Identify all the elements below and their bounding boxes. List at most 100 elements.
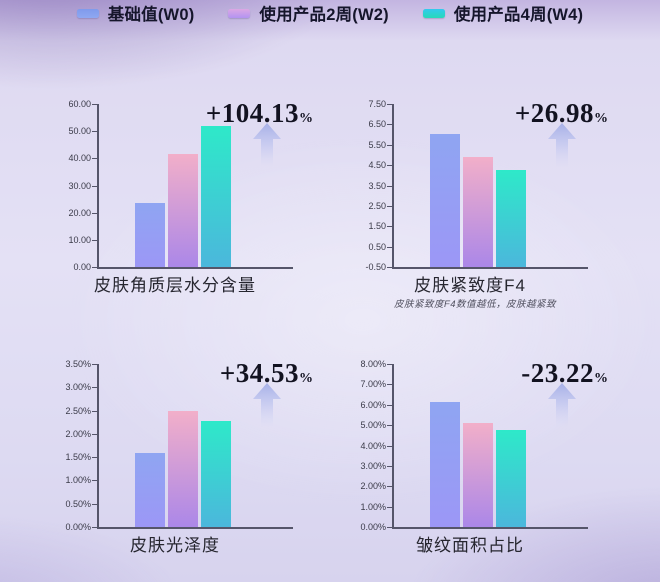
chart-wrinkle-area: 8.00% 7.00% 6.00% 5.00% 4.00% 3.00% 2.00% 1.00%… — [330, 352, 620, 582]
y-tick-label: 3.00% — [360, 460, 386, 471]
y-tick-mark — [92, 104, 97, 105]
y-tick-mark — [92, 185, 97, 187]
y-tick-mark — [92, 267, 97, 268]
y-tick-label: 3.50% — [65, 359, 91, 369]
y-tick-label: 2.50 — [368, 200, 386, 211]
x-axis-line — [392, 527, 588, 529]
bar-w0 — [430, 401, 460, 527]
legend-label-w0: 基础值(W0) — [107, 6, 195, 24]
percent-sign: % — [594, 111, 608, 126]
y-tick-label: 30.00 — [68, 180, 91, 191]
bar-w4 — [496, 429, 526, 527]
y-tick-mark — [387, 267, 392, 268]
x-axis-line — [97, 267, 293, 269]
y-tick-label: 6.50 — [368, 119, 386, 130]
y-tick-mark — [92, 410, 97, 412]
chart-moisture: 60.00 50.00 40.00 30.00 20.00 10.00 0.00 +104.… — [35, 92, 325, 327]
up-arrow-icon — [546, 123, 578, 172]
y-tick-mark — [387, 185, 392, 187]
y-tick-label: 8.00% — [360, 359, 386, 369]
bar-w4 — [201, 126, 231, 267]
legend: 基础值(W0) 使用产品2周(W2) 使用产品4周(W4) — [0, 0, 660, 26]
bar-w2 — [463, 156, 493, 267]
y-tick-mark — [387, 404, 392, 406]
y-tick-mark — [387, 384, 392, 386]
x-axis-line — [392, 267, 588, 269]
y-tick-mark — [387, 205, 392, 207]
y-tick-mark — [92, 239, 97, 241]
y-tick-label: 1.50 — [368, 221, 386, 232]
y-tick-label: -0.50 — [365, 262, 386, 272]
y-tick-label: 5.50 — [368, 139, 386, 150]
y-tick-mark — [387, 165, 392, 167]
change-annotation: +26.98% — [515, 98, 608, 129]
y-tick-mark — [92, 387, 97, 389]
y-tick-label: 50.00 — [68, 126, 91, 137]
y-tick-label: 5.00% — [360, 420, 386, 431]
y-tick-label: 4.50 — [368, 160, 386, 171]
chart-title: 皮肤光泽度 — [130, 536, 220, 555]
y-tick-mark — [387, 246, 392, 248]
bar-w0 — [135, 203, 165, 267]
y-tick-mark — [92, 212, 97, 214]
y-tick-label: 6.00% — [360, 399, 386, 410]
y-tick-mark — [387, 124, 392, 126]
legend-item-w4: 使用产品4周(W4) — [422, 1, 584, 25]
y-tick-label: 3.50 — [368, 180, 386, 191]
bar-w4 — [201, 420, 231, 527]
bar-w0 — [135, 453, 165, 527]
y-tick-label: 2.00% — [65, 428, 91, 439]
bar-w2 — [463, 423, 493, 527]
bar-w0 — [430, 133, 460, 267]
change-annotation: +34.53% — [220, 358, 313, 389]
change-value: -23.22 — [521, 358, 594, 388]
y-tick-mark — [92, 457, 97, 459]
y-tick-label: 1.50% — [65, 452, 91, 463]
y-axis-line — [97, 364, 99, 528]
y-tick-label: 10.00 — [68, 234, 91, 245]
chart-firmness: 7.50 6.50 5.50 4.50 3.50 2.50 1.50 0.50 -0.50 +2… — [330, 92, 620, 327]
y-tick-mark — [387, 226, 392, 228]
legend-label-w2: 使用产品2周(W2) — [259, 6, 389, 24]
y-tick-mark — [92, 480, 97, 482]
chart-subtitle: 皮肤紧致度F4数值越低，皮肤越紧致 — [393, 299, 557, 310]
y-tick-label: 7.50 — [368, 99, 386, 109]
y-tick-label: 0.00 — [73, 262, 91, 272]
y-tick-mark — [92, 364, 97, 365]
y-tick-mark — [387, 465, 392, 467]
change-annotation: -23.22% — [521, 358, 608, 389]
change-value: +34.53 — [219, 358, 299, 388]
chart-title: 皮肤角质层水分含量 — [94, 276, 256, 295]
y-tick-label: 3.00% — [65, 382, 91, 393]
up-arrow-icon — [251, 123, 283, 172]
y-tick-label: 1.00% — [360, 501, 386, 512]
y-tick-mark — [387, 144, 392, 146]
y-tick-mark — [387, 364, 392, 365]
chart-title: 皱纹面积占比 — [416, 536, 524, 555]
y-axis-line — [97, 104, 99, 268]
y-tick-label: 1.00% — [65, 475, 91, 486]
y-tick-mark — [387, 425, 392, 427]
y-tick-label: 20.00 — [68, 207, 91, 218]
y-tick-mark — [387, 527, 392, 528]
y-tick-mark — [387, 486, 392, 488]
x-axis-line — [97, 527, 293, 529]
legend-item-w2: 使用产品2周(W2) — [228, 1, 389, 25]
y-tick-label: 60.00 — [68, 99, 91, 109]
bar-w4 — [496, 170, 526, 267]
up-arrow-icon — [546, 383, 578, 432]
y-tick-mark — [387, 104, 392, 105]
chart-glossiness: 3.50% 3.00% 2.50% 2.00% 1.50% 1.00% 0.50% 0.00%… — [35, 352, 325, 582]
percent-sign: % — [299, 371, 313, 386]
y-tick-mark — [92, 527, 97, 528]
legend-label-w4: 使用产品4周(W4) — [453, 6, 584, 24]
percent-sign: % — [594, 371, 608, 386]
y-tick-mark — [92, 433, 97, 435]
change-annotation: +104.13% — [206, 98, 313, 129]
change-value: +26.98 — [514, 98, 594, 128]
w2-swatch-icon — [228, 8, 251, 18]
w4-swatch-icon — [422, 8, 445, 18]
y-tick-label: 2.00% — [360, 481, 386, 492]
y-tick-label: 2.50% — [65, 405, 91, 416]
